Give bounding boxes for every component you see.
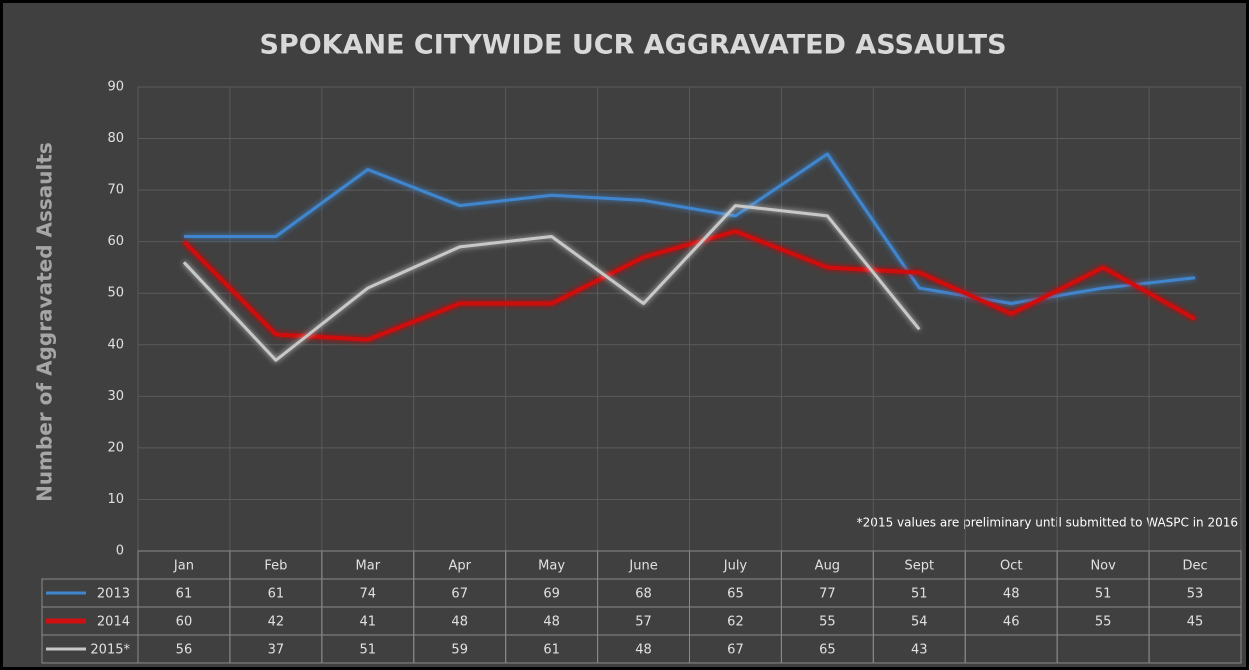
legend-label: 2014 (97, 615, 130, 630)
table-value: 61 (543, 643, 560, 658)
table-value: 65 (727, 587, 744, 602)
table-value: 55 (819, 615, 836, 630)
y-tick-label: 40 (107, 337, 124, 352)
table-value: 61 (176, 587, 193, 602)
table-value: 42 (268, 615, 285, 630)
table-cell (1148, 634, 1242, 664)
table-value: 41 (360, 615, 377, 630)
y-tick-label: 60 (107, 234, 124, 249)
table-value: 51 (1095, 587, 1112, 602)
table-value: 57 (635, 615, 652, 630)
y-tick-label: 0 (116, 544, 124, 559)
x-tick-label: Nov (1090, 559, 1116, 574)
table-value: 67 (451, 587, 468, 602)
table-value: 68 (635, 587, 652, 602)
table-value: 60 (176, 615, 193, 630)
x-tick-label: Oct (1000, 559, 1022, 574)
table-value: 56 (176, 643, 193, 658)
x-tick-label: Jan (173, 559, 194, 574)
x-tick-label: June (628, 559, 657, 574)
table-value: 48 (543, 615, 560, 630)
x-tick-label: July (723, 559, 748, 574)
y-tick-label: 20 (107, 440, 124, 455)
table-value: 48 (451, 615, 468, 630)
table-value: 43 (911, 643, 928, 658)
x-tick-label: Mar (356, 559, 381, 574)
y-tick-label: 80 (107, 131, 124, 146)
x-tick-label: Apr (448, 559, 471, 574)
table-value: 69 (543, 587, 560, 602)
table-value: 54 (911, 615, 928, 630)
legend-label: 2015* (90, 643, 130, 658)
x-tick-label: Sept (904, 559, 934, 574)
y-tick-label: 50 (107, 286, 124, 301)
series-line (183, 152, 1196, 306)
table-value: 48 (1003, 587, 1020, 602)
y-axis-title: Number of Aggravated Assaults (33, 142, 57, 502)
table-value: 37 (268, 643, 285, 658)
annotation: *2015 values are preliminary until submi… (857, 516, 1238, 530)
table-value: 65 (819, 643, 836, 658)
series-line (182, 204, 921, 362)
table-value: 46 (1003, 615, 1020, 630)
legend-label: 2013 (97, 587, 130, 602)
table-value: 62 (727, 615, 744, 630)
x-tick-label: May (538, 559, 565, 574)
table-value: 51 (360, 643, 377, 658)
table-value: 51 (911, 587, 928, 602)
y-tick-label: 90 (107, 80, 124, 95)
table-value: 74 (360, 587, 377, 602)
table-value: 55 (1095, 615, 1112, 630)
series-line (182, 229, 1197, 342)
table-value: 67 (727, 643, 744, 658)
chart-background (3, 3, 1246, 667)
y-tick-label: 70 (107, 183, 124, 198)
table-value: 48 (635, 643, 652, 658)
chart-title: SPOKANE CITYWIDE UCR AGGRAVATED ASSAULTS (259, 30, 1006, 61)
table-value: 61 (268, 587, 285, 602)
x-tick-label: Aug (815, 559, 840, 574)
x-tick-label: Dec (1182, 559, 1207, 574)
table-value: 53 (1187, 587, 1204, 602)
table-value: 45 (1187, 615, 1204, 630)
table-value: 77 (819, 587, 836, 602)
table-value: 59 (451, 643, 468, 658)
x-tick-label: Feb (264, 559, 287, 574)
y-tick-label: 10 (107, 492, 124, 507)
y-tick-label: 30 (107, 389, 124, 404)
